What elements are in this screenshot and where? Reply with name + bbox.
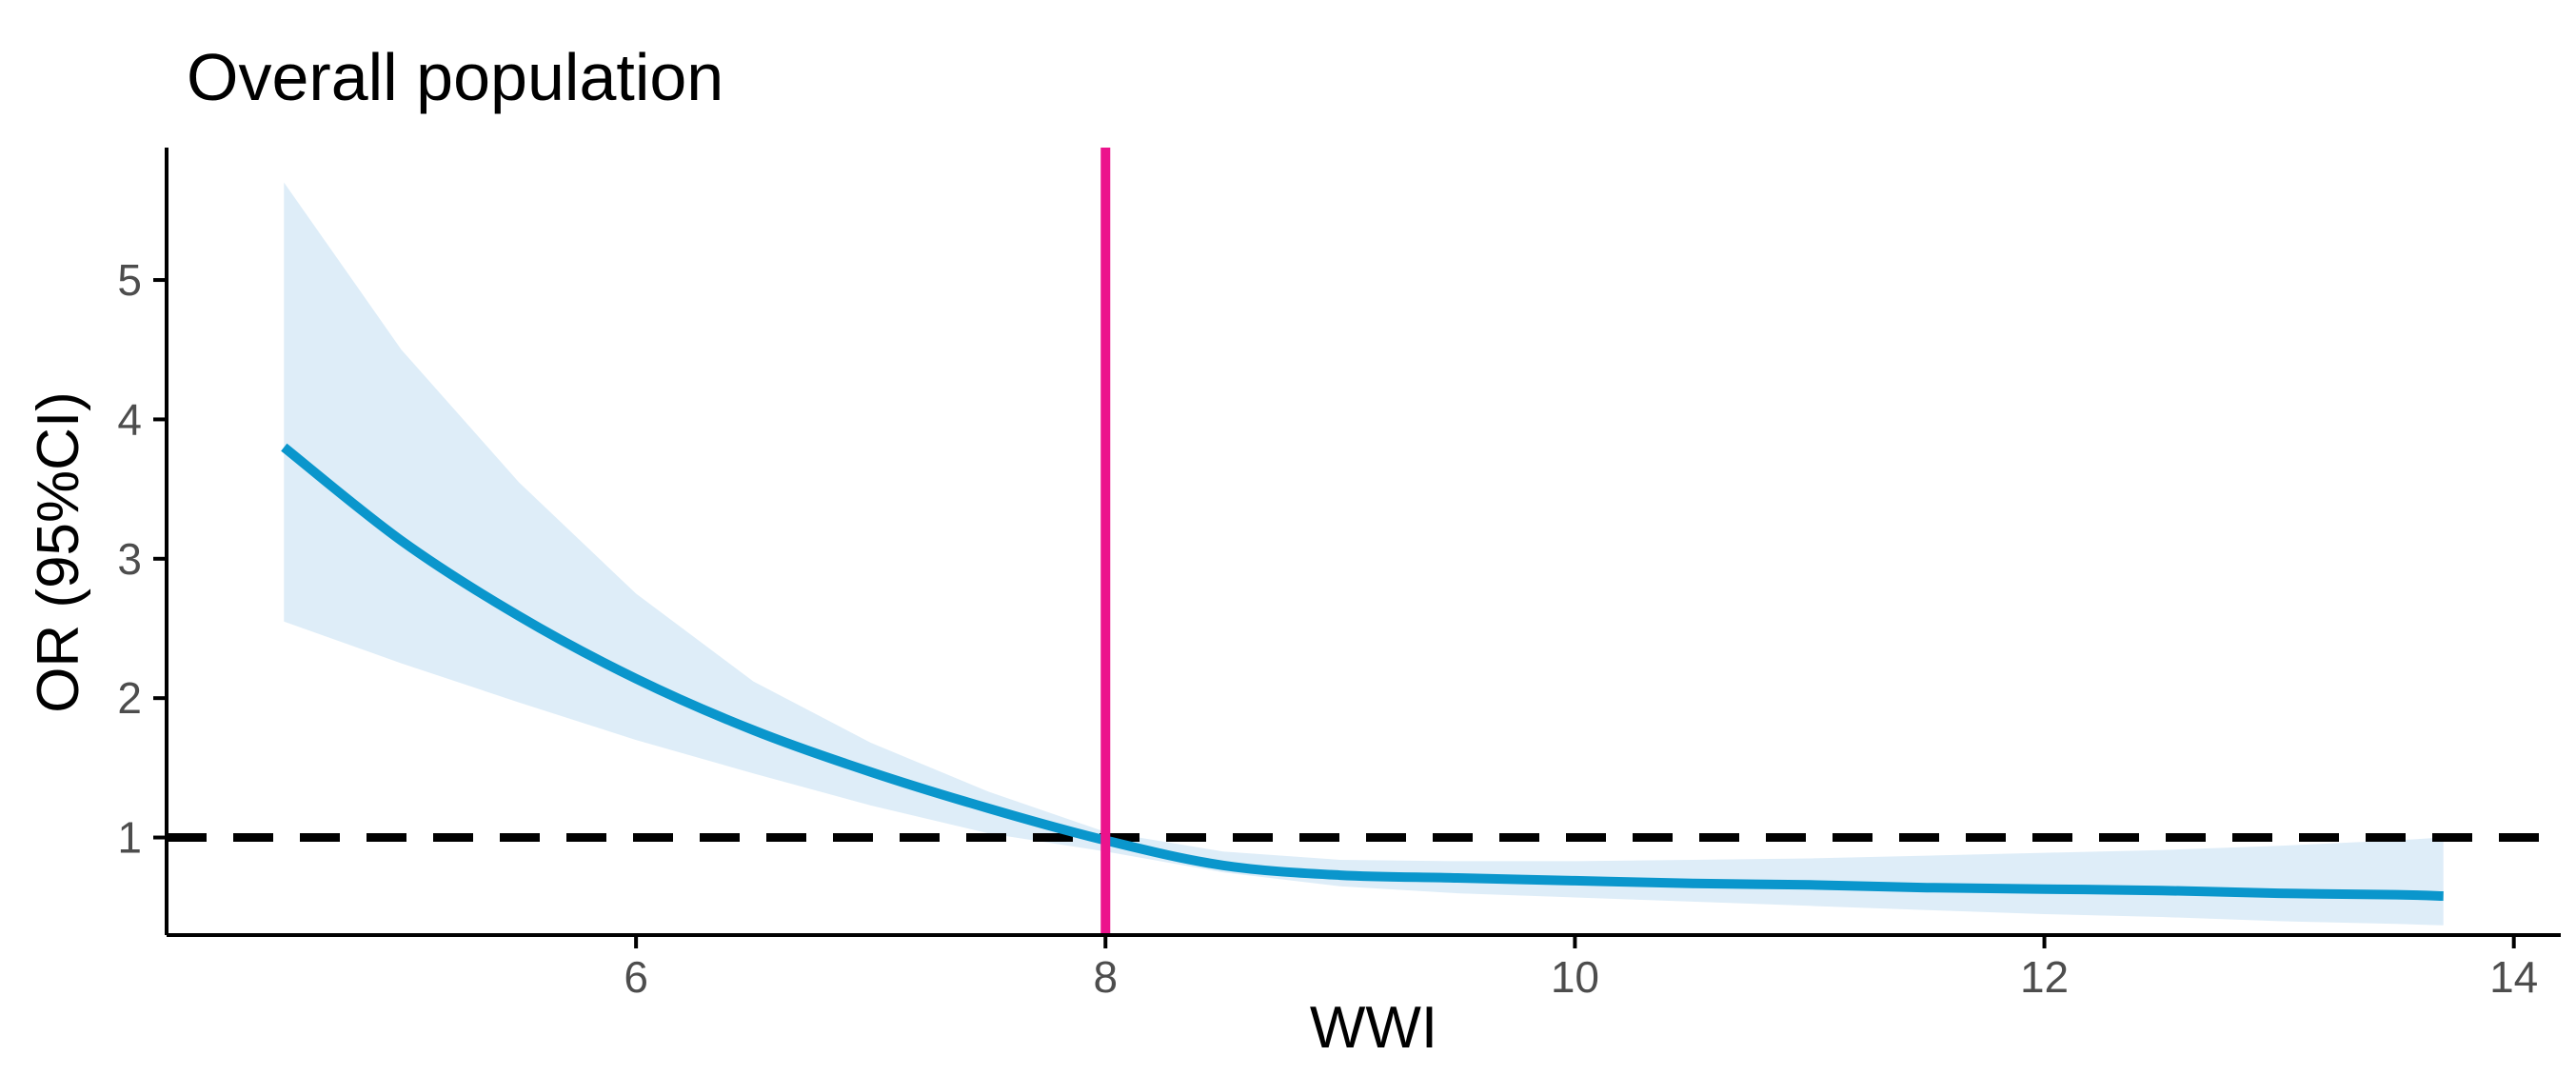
x-axis-title: WWI [1310,995,1437,1061]
x-tick-label: 14 [2489,952,2538,1002]
or-estimate-line [281,443,2444,901]
chart-title: Overall population [187,40,723,114]
x-tick-label: 6 [624,952,648,1002]
x-tick-label: 12 [2020,952,2069,1002]
y-axis-ticks: 1 2 3 4 5 [117,255,167,863]
plot-area [167,148,2561,935]
y-tick-label: 5 [117,255,142,305]
y-tick-label: 3 [117,534,142,584]
x-tick-label: 8 [1093,952,1118,1002]
x-tick-label: 10 [1551,952,1599,1002]
ci-band [284,182,2444,926]
y-tick-label: 4 [117,394,142,444]
y-tick-label: 1 [117,813,142,863]
x-axis-ticks: 6 8 10 12 14 [624,935,2538,1002]
y-axis-title: OR (95%CI) [26,391,91,713]
y-tick-label: 2 [117,673,142,723]
